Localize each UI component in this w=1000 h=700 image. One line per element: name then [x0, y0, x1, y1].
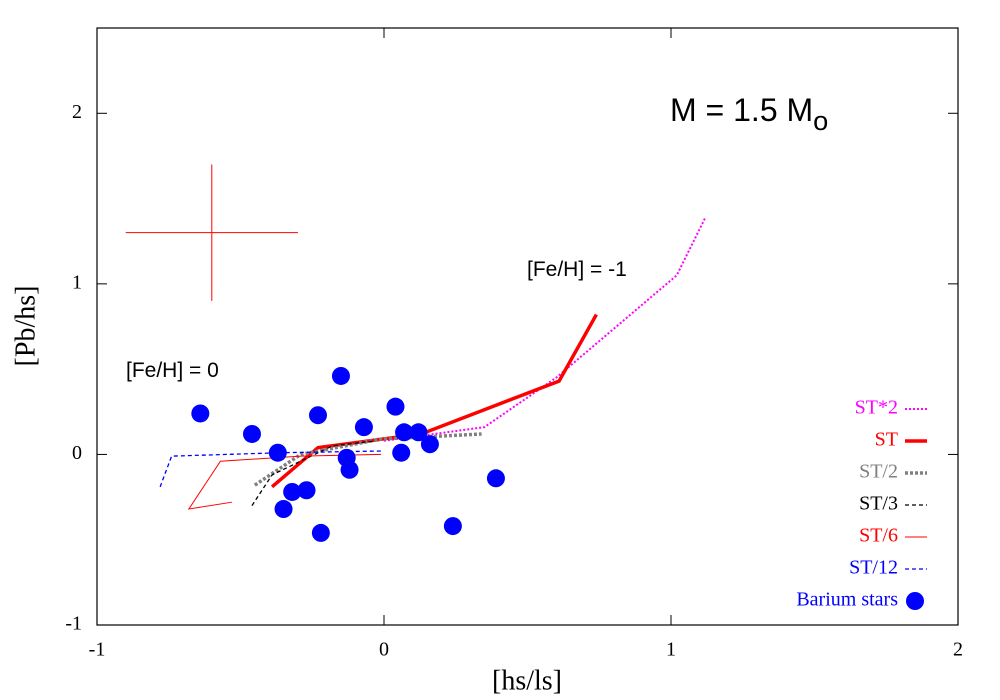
scatter-point	[420, 435, 439, 454]
x-axis-label: [hs/ls]	[492, 665, 562, 696]
scatter-point	[191, 404, 210, 423]
legend-label: ST*2	[855, 397, 898, 419]
scatter-point	[283, 482, 302, 501]
x-tick-label: -1	[89, 639, 106, 661]
x-tick-label: 0	[379, 639, 389, 661]
scatter-point	[311, 523, 330, 542]
annotation: [Fe/H] = -1	[527, 258, 627, 281]
scatter-point	[274, 500, 293, 519]
legend-label: ST	[875, 429, 898, 451]
legend-label: ST/12	[849, 557, 898, 579]
y-tick-label: 2	[72, 101, 82, 123]
scatter-point	[392, 443, 411, 462]
scatter-point	[297, 481, 316, 500]
scatter-point	[340, 460, 359, 479]
annotation: M = 1.5 Mo	[670, 92, 828, 136]
scatter-point	[486, 469, 505, 488]
scatter-point	[409, 423, 428, 442]
series-line	[383, 216, 707, 442]
x-tick-label: 2	[953, 639, 963, 661]
scatter-point	[443, 517, 462, 536]
y-axis-label: [Pb/hs]	[10, 286, 41, 367]
annotation-text: M = 1.5 M	[670, 92, 813, 128]
scatter-point	[354, 418, 373, 437]
annotation: [Fe/H] = 0	[126, 359, 219, 382]
series-line	[251, 440, 376, 506]
scatter-point	[386, 397, 405, 416]
x-tick-label: 1	[666, 639, 676, 661]
annotation-subscript: o	[813, 105, 828, 136]
annotation-text: [Fe/H] = 0	[126, 359, 219, 382]
series-line	[270, 313, 598, 489]
y-tick-label: 1	[72, 271, 82, 293]
y-tick-label: 0	[72, 442, 82, 464]
scatter-point	[308, 406, 327, 425]
legend-label: ST/3	[859, 493, 898, 515]
scatter-point	[268, 443, 287, 462]
annotation-text: [Fe/H] = -1	[527, 258, 627, 281]
scatter-point	[242, 424, 261, 443]
y-tick-label: -1	[65, 613, 82, 635]
legend-label: ST/2	[859, 461, 898, 483]
series-line	[187, 453, 382, 510]
legend-marker	[906, 592, 924, 610]
series-line	[159, 450, 382, 488]
scatter-point	[331, 366, 350, 385]
scatter-point	[395, 423, 414, 442]
legend-label: Barium stars	[796, 589, 898, 611]
plot-frame	[96, 27, 959, 626]
legend-label: ST/6	[859, 525, 898, 547]
